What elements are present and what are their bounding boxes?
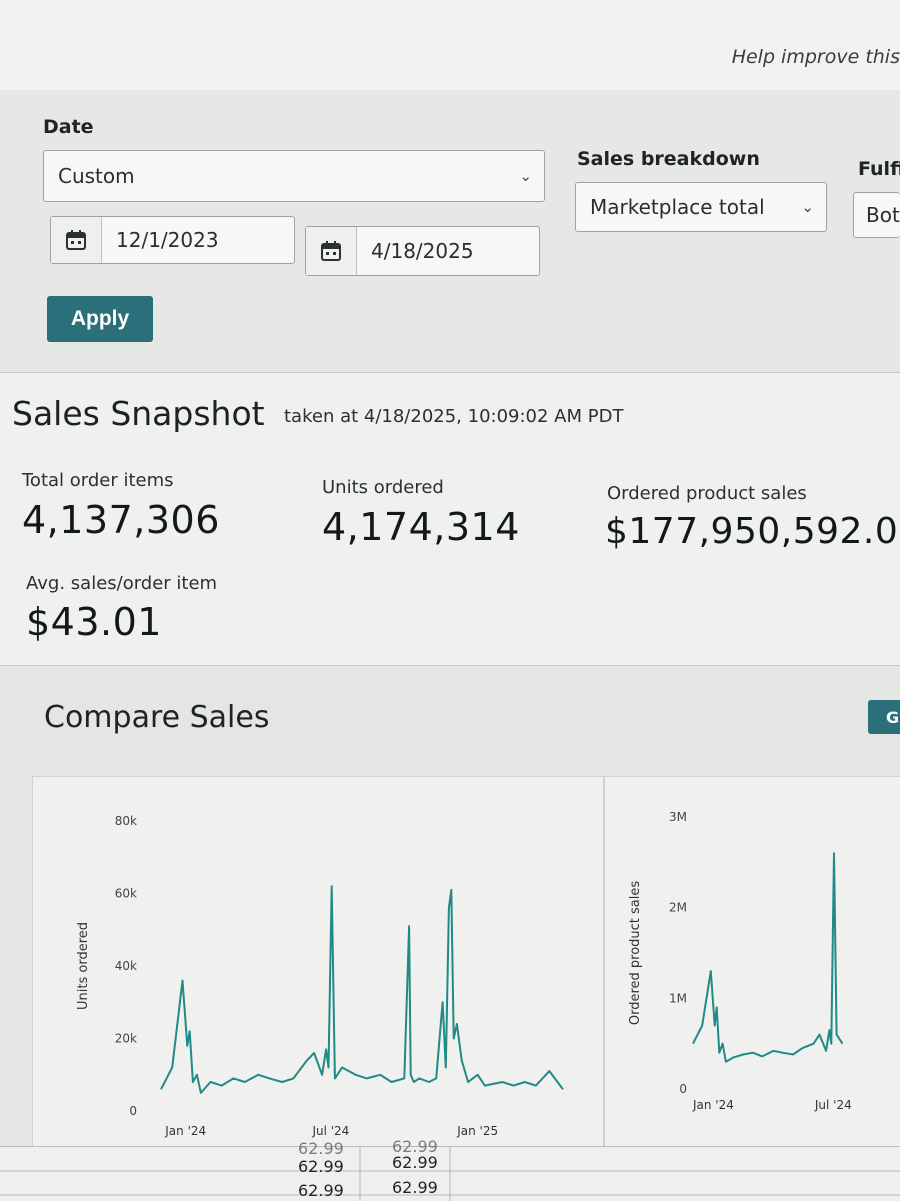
date-label: Date: [43, 116, 94, 138]
chevron-down-icon: ⌄: [519, 167, 532, 185]
x-tick-label: Jan '25: [456, 1124, 498, 1138]
y-tick-label: 0: [129, 1104, 137, 1118]
ordered-product-sales-value: $177,950,592.00: [605, 511, 900, 552]
end-date-field[interactable]: 4/18/2025: [305, 226, 540, 276]
sales-snapshot-title: Sales Snapshot: [12, 394, 265, 433]
snapshot-timestamp: taken at 4/18/2025, 10:09:02 AM PDT: [284, 406, 624, 427]
x-tick-label: Jan '24: [164, 1124, 206, 1138]
y-tick-label: 80k: [115, 814, 137, 828]
spreadsheet-grid: [0, 1147, 900, 1201]
y-tick-label: 3M: [669, 810, 687, 824]
units-ordered-chart-panel: 0 20k 40k 60k 80k Jan '24 Jul '24 Jan '25 Units …: [32, 776, 604, 1150]
date-mode-value: Custom: [58, 164, 135, 188]
sales-breakdown-select[interactable]: Marketplace total ⌄: [575, 182, 827, 232]
chevron-down-icon: ⌄: [801, 198, 814, 216]
units-ordered-value: 4,174,314: [322, 505, 520, 549]
ordered-product-sales-chart-panel: 0 1M 2M 3M Jan '24 Jul '24 Ordered product sal…: [604, 776, 900, 1150]
y-axis-label: Ordered product sales: [628, 881, 643, 1026]
units-ordered-chart: 0 20k 40k 60k 80k Jan '24 Jul '24 Jan '25 Units …: [76, 814, 564, 1138]
sheet-cell[interactable]: 62.99: [392, 1137, 438, 1156]
avg-sales-per-item-value: $43.01: [26, 600, 162, 644]
compare-sales-title: Compare Sales: [44, 700, 270, 735]
start-date-value: 12/1/2023: [116, 228, 219, 252]
metric-label: Ordered product sales: [607, 483, 807, 504]
start-date-field[interactable]: 12/1/2023: [50, 216, 295, 264]
sheet-cell[interactable]: 62.99: [298, 1139, 344, 1158]
y-axis-label: Units ordered: [76, 922, 91, 1010]
metric-label: Total order items: [22, 470, 174, 491]
y-tick-label: 0: [679, 1082, 687, 1096]
series-line[interactable]: [160, 885, 564, 1094]
fulfillment-value: Both: [866, 203, 900, 227]
date-mode-select[interactable]: Custom ⌄: [43, 150, 545, 202]
help-improve-link[interactable]: Help improve this: [731, 46, 900, 68]
end-date-value: 4/18/2025: [371, 239, 474, 263]
top-bar: Help improve this: [0, 0, 900, 91]
sheet-cell[interactable]: 62.99: [298, 1157, 344, 1176]
fulfillment-select[interactable]: Both: [853, 192, 900, 238]
series-line[interactable]: [692, 852, 844, 1063]
x-tick-label: Jul '24: [311, 1124, 349, 1138]
total-order-items-value: 4,137,306: [22, 498, 220, 542]
metric-label: Units ordered: [322, 477, 444, 498]
y-tick-label: 60k: [115, 887, 137, 901]
ordered-product-sales-chart: 0 1M 2M 3M Jan '24 Jul '24 Ordered product sal…: [628, 810, 852, 1112]
fulfillment-label: Fulfi: [858, 158, 900, 180]
apply-button[interactable]: Apply: [47, 296, 153, 342]
graph-view-button[interactable]: G: [868, 700, 900, 734]
sales-breakdown-value: Marketplace total: [590, 195, 765, 219]
calendar-icon[interactable]: [51, 217, 102, 263]
sheet-cell[interactable]: 62.99: [392, 1178, 438, 1197]
calendar-icon[interactable]: [306, 227, 357, 275]
spreadsheet-strip: 62.99 62.99 62.99 62.99 62.99 62.99: [0, 1137, 900, 1201]
y-tick-label: 1M: [669, 991, 687, 1005]
y-tick-label: 40k: [115, 959, 137, 973]
x-tick-label: Jul '24: [814, 1098, 852, 1112]
y-tick-label: 20k: [115, 1032, 137, 1046]
sales-snapshot-panel: [0, 372, 900, 666]
metric-label: Avg. sales/order item: [26, 573, 218, 594]
sheet-cell[interactable]: 62.99: [392, 1153, 438, 1172]
y-tick-label: 2M: [669, 901, 687, 915]
sheet-cell[interactable]: 62.99: [298, 1181, 344, 1200]
sales-breakdown-label: Sales breakdown: [577, 148, 760, 170]
x-tick-label: Jan '24: [692, 1098, 734, 1112]
